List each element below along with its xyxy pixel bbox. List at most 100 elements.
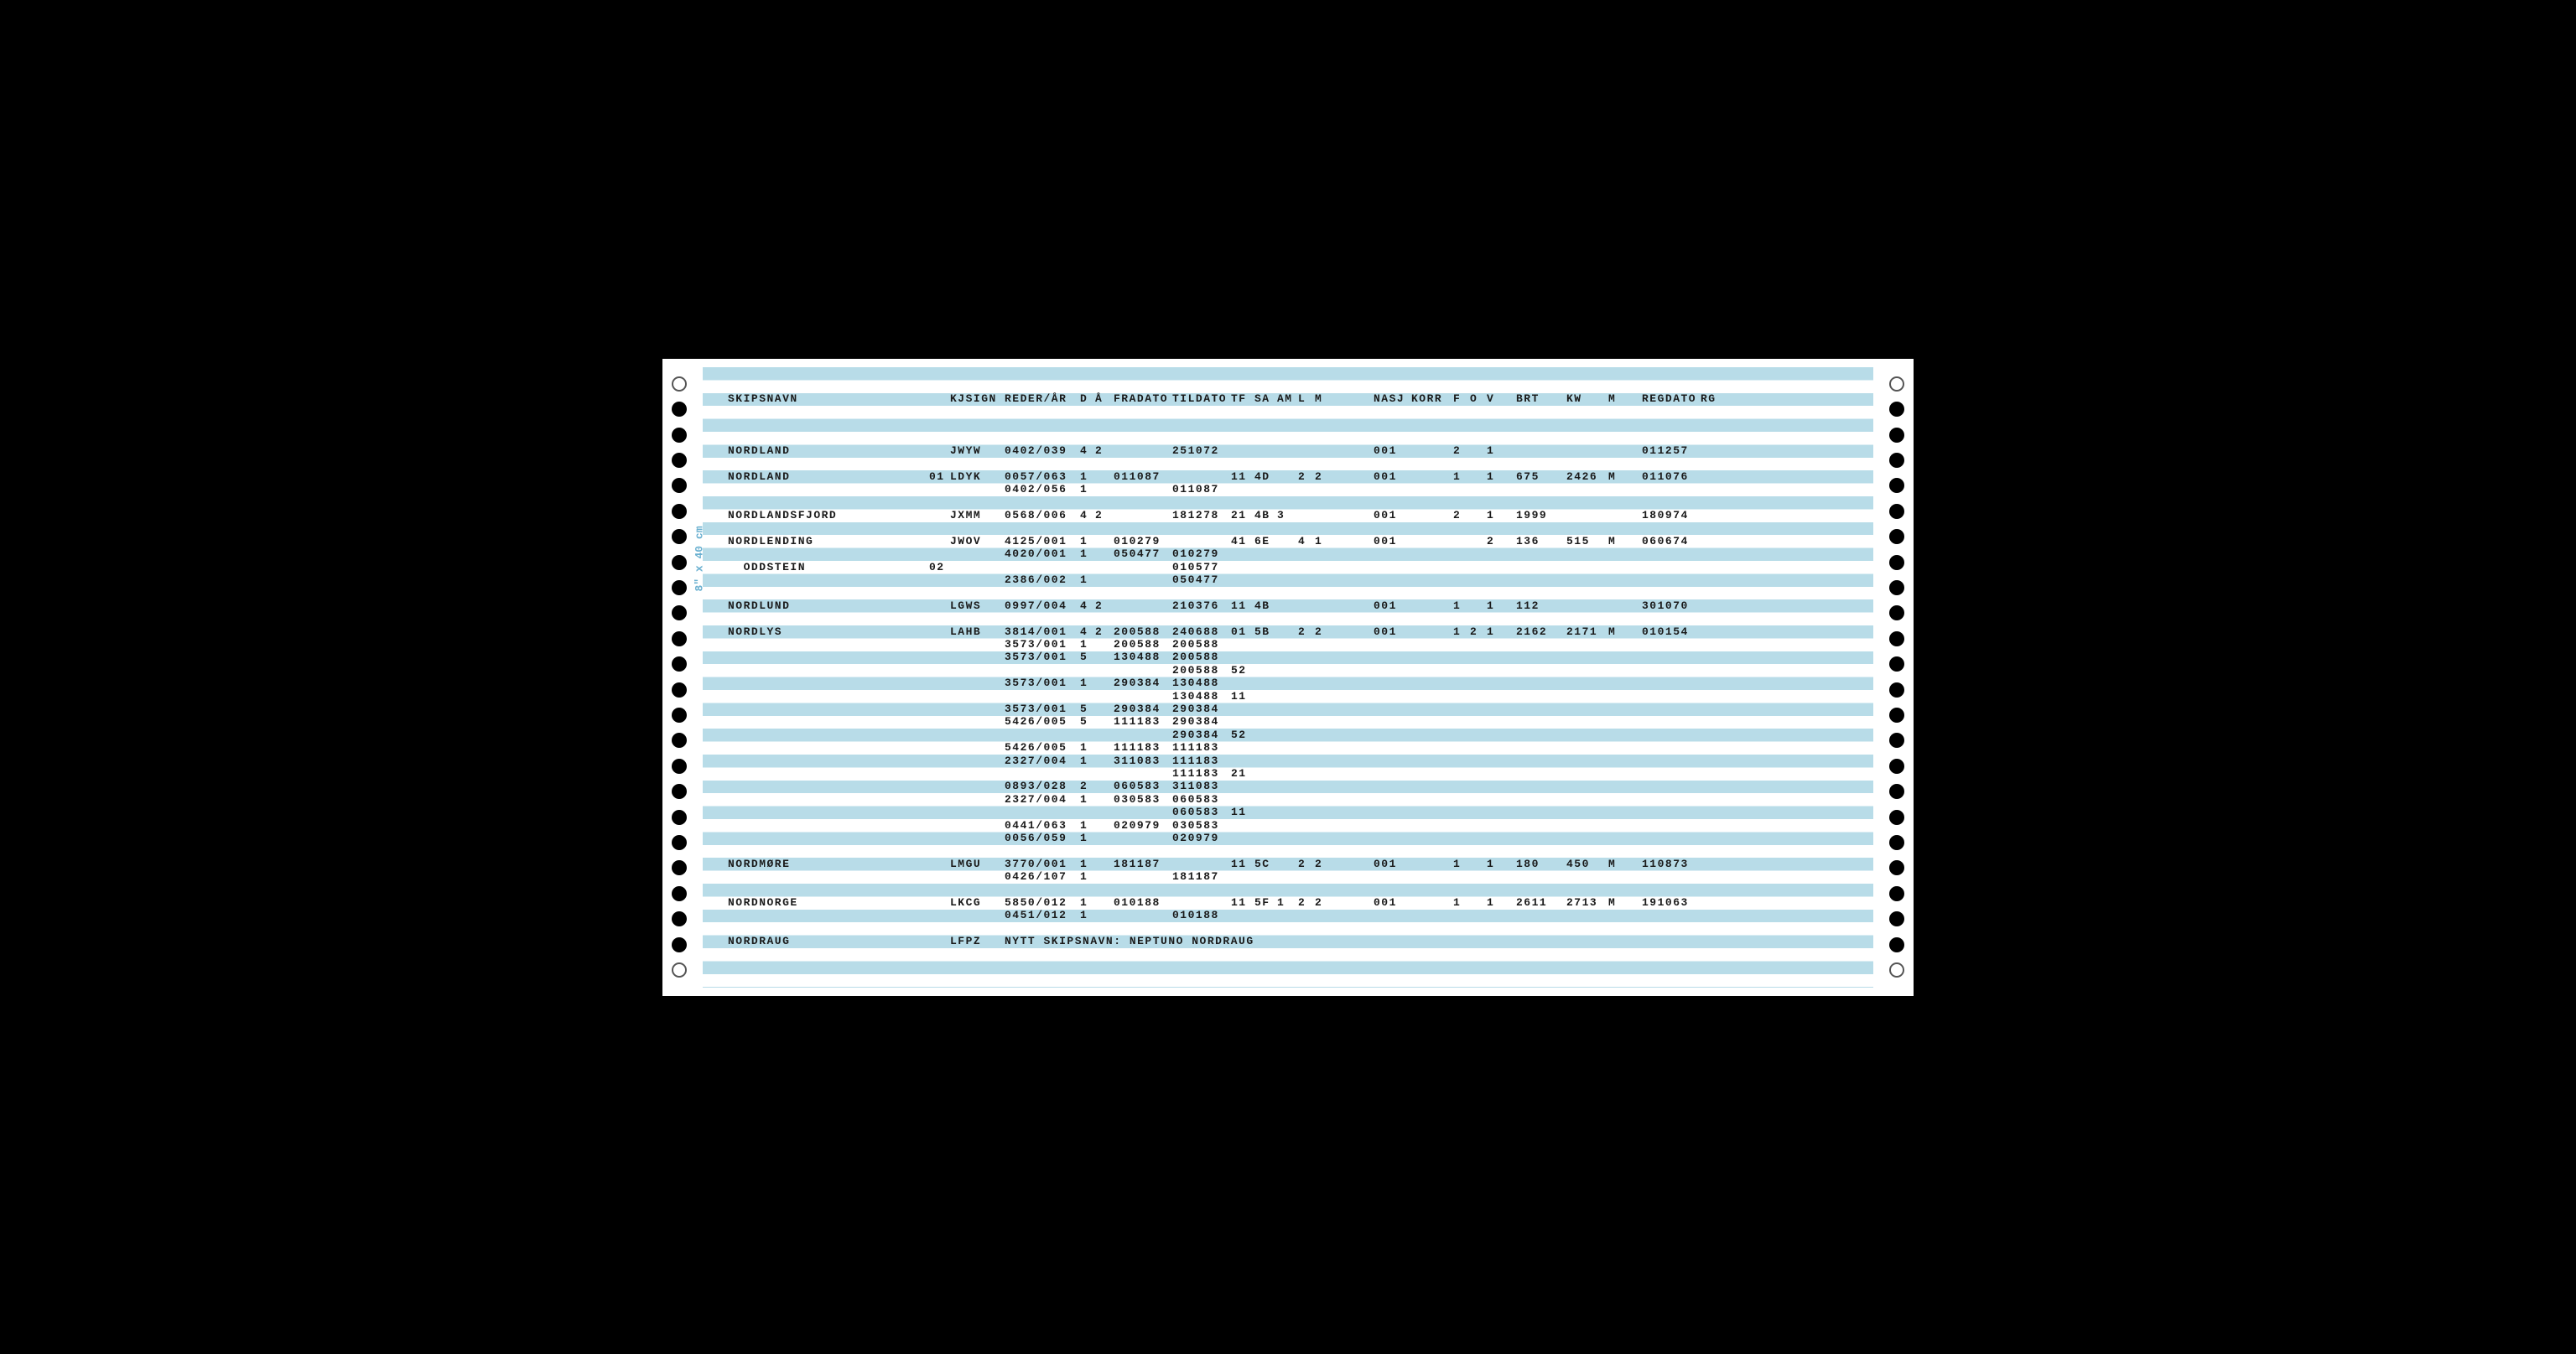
cell-v: 2 bbox=[1487, 535, 1494, 547]
cell-tildato: 111183 bbox=[1172, 755, 1219, 767]
cell-regdato: 010154 bbox=[1642, 625, 1689, 638]
cell-d: 1 bbox=[1080, 741, 1088, 754]
sprocket-hole bbox=[672, 529, 687, 544]
table-row: 06058311 bbox=[728, 806, 1857, 818]
cell-brt: 136 bbox=[1516, 535, 1540, 547]
paper-size-label: 8" x 40 cm bbox=[693, 526, 706, 591]
header-v: V bbox=[1487, 392, 1494, 405]
cell-a: 2 bbox=[1095, 444, 1103, 457]
cell-d: 4 bbox=[1080, 599, 1088, 612]
table-row: NORDLUNDLGWS0997/00442210376114B00111112… bbox=[728, 599, 1857, 612]
cell-d: 1 bbox=[1080, 793, 1088, 806]
cell-d: 1 bbox=[1080, 819, 1088, 832]
cell-l: 2 bbox=[1298, 858, 1306, 870]
table-row: 0441/0631020979030583 bbox=[728, 819, 1857, 832]
cell-fradato: 181187 bbox=[1114, 858, 1161, 870]
sprocket-hole bbox=[1889, 810, 1904, 825]
table-row: 13048811 bbox=[728, 690, 1857, 703]
sprocket-hole bbox=[1889, 453, 1904, 468]
cell-tildato: 011087 bbox=[1172, 483, 1219, 495]
table-row: 0056/0591020979 bbox=[728, 832, 1857, 844]
cell-m2: M bbox=[1608, 470, 1616, 483]
table-row: 3573/0015290384290384 bbox=[728, 703, 1857, 715]
cell-f: 2 bbox=[1453, 444, 1461, 457]
sprocket-hole bbox=[672, 555, 687, 570]
cell-l: 2 bbox=[1298, 896, 1306, 909]
cell-tildato: 210376 bbox=[1172, 599, 1219, 612]
cell-d: 5 bbox=[1080, 651, 1088, 663]
sprocket-holes-left bbox=[662, 359, 696, 996]
cell-sa: 5F bbox=[1254, 896, 1270, 909]
cell-kjsign: JWOV bbox=[950, 535, 981, 547]
cell-fradato: 130488 bbox=[1114, 651, 1161, 663]
table-row: NORDLYSLAHB3814/00142200588240688015B220… bbox=[728, 625, 1857, 638]
cell-tf: 11 bbox=[1231, 690, 1247, 703]
sprocket-hole bbox=[672, 810, 687, 825]
cell-tildato: 060583 bbox=[1172, 806, 1219, 818]
cell-brt: 1999 bbox=[1516, 509, 1547, 521]
cell-m2: M bbox=[1608, 535, 1616, 547]
cell-tildato: 251072 bbox=[1172, 444, 1219, 457]
cell-reder: 0441/063 bbox=[1005, 819, 1067, 832]
cell-tildato: 030583 bbox=[1172, 819, 1219, 832]
cell-skipsnavn: NORDNORGE bbox=[728, 896, 798, 909]
cell-fradato: 311083 bbox=[1114, 755, 1161, 767]
cell-brt: 2611 bbox=[1516, 896, 1547, 909]
header-f: F bbox=[1453, 392, 1461, 405]
sprocket-hole bbox=[672, 962, 687, 978]
cell-d: 2 bbox=[1080, 780, 1088, 792]
cell-d: 1 bbox=[1080, 535, 1088, 547]
table-row: 2327/0041311083111183 bbox=[728, 755, 1857, 767]
sprocket-hole bbox=[672, 886, 687, 901]
table-row: NORDLAND01LDYK0057/0631011087114D2200111… bbox=[728, 470, 1857, 483]
cell-o: 2 bbox=[1470, 625, 1478, 638]
sprocket-hole bbox=[672, 835, 687, 850]
cell-reder: 0426/107 bbox=[1005, 870, 1067, 883]
cell-v: 1 bbox=[1487, 625, 1494, 638]
cell-pre: 01 bbox=[929, 470, 945, 483]
header-rg: RG bbox=[1701, 392, 1716, 405]
sprocket-hole bbox=[672, 759, 687, 774]
sprocket-hole bbox=[672, 428, 687, 443]
sprocket-hole bbox=[672, 937, 687, 952]
cell-m: 2 bbox=[1315, 896, 1322, 909]
cell-reder: 0056/059 bbox=[1005, 832, 1067, 844]
header-l: L bbox=[1298, 392, 1306, 405]
header-nasj: NASJ bbox=[1374, 392, 1405, 405]
cell-tildato: 240688 bbox=[1172, 625, 1219, 638]
cell-regdato: 060674 bbox=[1642, 535, 1689, 547]
cell-tildato: 311083 bbox=[1172, 780, 1219, 792]
sprocket-hole bbox=[672, 708, 687, 723]
cell-reder: 3573/001 bbox=[1005, 651, 1067, 663]
sprocket-hole bbox=[1889, 860, 1904, 875]
cell-skipsnavn: NORDLENDING bbox=[728, 535, 813, 547]
cell-d: 1 bbox=[1080, 638, 1088, 651]
cell-tildato: 010577 bbox=[1172, 561, 1219, 573]
printout-page: 8" x 40 cm SKIPSNAVNKJSIGNREDER/ÅRDÅFRAD… bbox=[661, 357, 1915, 998]
cell-m: 2 bbox=[1315, 858, 1322, 870]
sprocket-hole bbox=[672, 376, 687, 392]
sprocket-hole bbox=[1889, 784, 1904, 799]
sprocket-hole bbox=[1889, 580, 1904, 595]
cell-kjsign: LDYK bbox=[950, 470, 981, 483]
cell-kjsign: LFPZ bbox=[950, 935, 981, 947]
cell-reder: 3573/001 bbox=[1005, 638, 1067, 651]
cell-skipsnavn: ODDSTEIN bbox=[728, 561, 806, 573]
sprocket-hole bbox=[1889, 376, 1904, 392]
cell-fradato: 200588 bbox=[1114, 625, 1161, 638]
cell-skipsnavn: NORDLAND bbox=[728, 470, 790, 483]
cell-reder: 0402/056 bbox=[1005, 483, 1067, 495]
table-row: NORDLENDINGJWOV4125/0011010279416E410012… bbox=[728, 535, 1857, 547]
cell-d: 4 bbox=[1080, 444, 1088, 457]
cell-d: 1 bbox=[1080, 573, 1088, 586]
cell-kjsign: LKCG bbox=[950, 896, 981, 909]
cell-tildato: 290384 bbox=[1172, 703, 1219, 715]
cell-nasj: 001 bbox=[1374, 896, 1397, 909]
cell-v: 1 bbox=[1487, 599, 1494, 612]
cell-d: 1 bbox=[1080, 858, 1088, 870]
cell-tildato: 111183 bbox=[1172, 741, 1219, 754]
cell-f: 1 bbox=[1453, 470, 1461, 483]
cell-brt: 675 bbox=[1516, 470, 1540, 483]
cell-reder: 0568/006 bbox=[1005, 509, 1067, 521]
table-row: 0893/0282060583311083 bbox=[728, 780, 1857, 792]
